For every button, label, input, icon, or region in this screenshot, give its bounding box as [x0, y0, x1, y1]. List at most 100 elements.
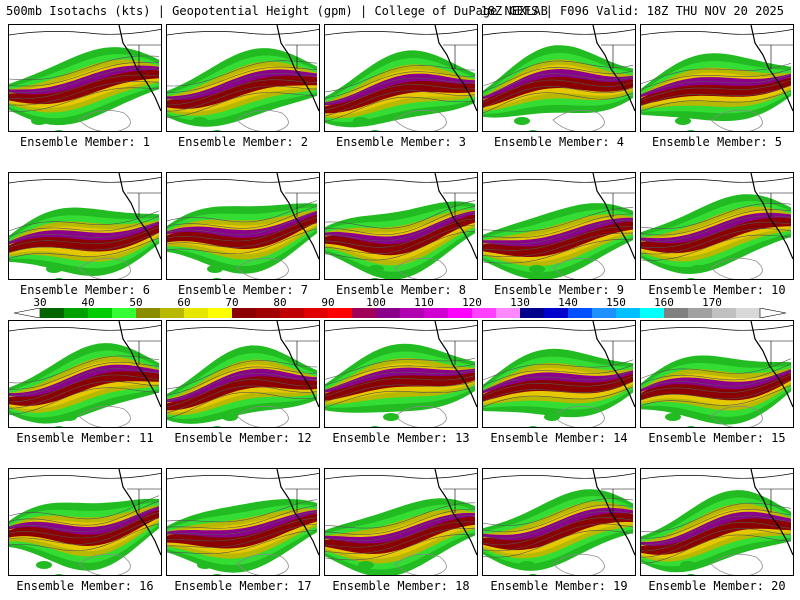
- member-caption: Ensemble Member: 3: [335, 135, 467, 149]
- member-caption: Ensemble Member: 12: [174, 431, 312, 445]
- colorbar-swatch: [112, 308, 137, 318]
- member-map-panel: [166, 172, 320, 280]
- colorbar-swatch: [40, 308, 65, 318]
- colorbar-tick-label: 120: [462, 296, 482, 309]
- member-caption: Ensemble Member: 7: [177, 283, 309, 297]
- page-header: 500mb Isotachs (kts) | Geopotential Heig…: [0, 0, 800, 22]
- colorbar-swatch: [472, 308, 497, 318]
- member-map-panel: [324, 468, 478, 576]
- member-map-panel: [166, 24, 320, 132]
- colorbar-tick-label: 150: [606, 296, 626, 309]
- member-map-panel: [324, 172, 478, 280]
- colorbar-tick-label: 70: [225, 296, 239, 309]
- jet-stream-map: [483, 173, 635, 279]
- member-caption: Ensemble Member: 14: [490, 431, 628, 445]
- colorbar-tick-label: 100: [366, 296, 386, 309]
- member-caption: Ensemble Member: 15: [648, 431, 786, 445]
- member-map-panel: [8, 24, 162, 132]
- jet-stream-map: [325, 321, 477, 427]
- jet-stream-map: [167, 469, 319, 575]
- colorbar-swatch: [376, 308, 401, 318]
- member-map-panel: [166, 468, 320, 576]
- member-map-panel: [482, 24, 636, 132]
- member-caption: Ensemble Member: 1: [19, 135, 151, 149]
- jet-stream-map: [483, 469, 635, 575]
- member-map-panel: [8, 468, 162, 576]
- member-map-panel: [482, 320, 636, 428]
- colorbar-swatch: [328, 308, 353, 318]
- jet-stream-map: [325, 173, 477, 279]
- colorbar-tick-label: 50: [129, 296, 143, 309]
- colorbar-swatch: [88, 308, 113, 318]
- colorbar-swatch: [448, 308, 473, 318]
- colorbar-tick-label: 60: [177, 296, 191, 309]
- member-map-panel: [640, 172, 794, 280]
- jet-stream-map: [483, 25, 635, 131]
- colorbar-tick-label: 80: [273, 296, 287, 309]
- member-map-panel: [640, 24, 794, 132]
- product-title: 500mb Isotachs (kts) | Geopotential Heig…: [6, 4, 548, 18]
- jet-stream-map: [325, 469, 477, 575]
- colorbar-swatch: [712, 308, 737, 318]
- colorbar-labels: 30 40 50 60 70 80 90 100 110 120 130 140 150 160 170: [0, 296, 800, 309]
- member-caption: Ensemble Member: 2: [177, 135, 309, 149]
- member-caption: Ensemble Member: 10: [648, 283, 786, 297]
- colorbar-tick-label: 130: [510, 296, 530, 309]
- colorbar-swatch: [424, 308, 449, 318]
- colorbar-swatch: [208, 308, 233, 318]
- jet-stream-map: [167, 321, 319, 427]
- member-map-panel: [166, 320, 320, 428]
- colorbar-swatch: [352, 308, 377, 318]
- colorbar-swatch: [664, 308, 689, 318]
- colorbar-swatch: [304, 308, 329, 318]
- jet-stream-map: [641, 469, 793, 575]
- jet-stream-map: [641, 321, 793, 427]
- member-caption: Ensemble Member: 6: [19, 283, 151, 297]
- member-caption: Ensemble Member: 9: [493, 283, 625, 297]
- colorbar-max-arrow: [759, 308, 787, 318]
- colorbar-swatch: [136, 308, 161, 318]
- colorbar-swatch: [640, 308, 665, 318]
- jet-stream-map: [9, 25, 161, 131]
- member-map-panel: [482, 172, 636, 280]
- colorbar-swatch: [736, 308, 761, 318]
- colorbar-swatch: [496, 308, 521, 318]
- colorbar-swatch: [616, 308, 641, 318]
- member-caption: Ensemble Member: 17: [174, 579, 312, 593]
- jet-stream-map: [9, 173, 161, 279]
- member-caption: Ensemble Member: 4: [493, 135, 625, 149]
- colorbar-swatch: [400, 308, 425, 318]
- colorbar-swatch: [64, 308, 89, 318]
- colorbar-swatch: [688, 308, 713, 318]
- colorbar-swatch: [520, 308, 545, 318]
- colorbar-swatch: [232, 308, 257, 318]
- member-map-panel: [8, 320, 162, 428]
- colorbar-swatch: [568, 308, 593, 318]
- colorbar-bar: [13, 308, 787, 318]
- member-map-panel: [640, 468, 794, 576]
- colorbar-swatch: [592, 308, 617, 318]
- jet-stream-map: [167, 173, 319, 279]
- member-map-panel: [640, 320, 794, 428]
- colorbar-tick-label: 40: [81, 296, 95, 309]
- member-map-panel: [8, 172, 162, 280]
- colorbar-tick-label: 140: [558, 296, 578, 309]
- colorbar-tick-label: 110: [414, 296, 434, 309]
- jet-stream-map: [641, 173, 793, 279]
- member-map-panel: [482, 468, 636, 576]
- colorbar-tick-label: 90: [321, 296, 335, 309]
- colorbar-tick-label: 160: [654, 296, 674, 309]
- member-caption: Ensemble Member: 16: [16, 579, 154, 593]
- member-caption: Ensemble Member: 19: [490, 579, 628, 593]
- jet-stream-map: [483, 321, 635, 427]
- jet-stream-map: [9, 469, 161, 575]
- member-map-panel: [324, 24, 478, 132]
- member-caption: Ensemble Member: 13: [332, 431, 470, 445]
- member-map-panel: [324, 320, 478, 428]
- member-caption: Ensemble Member: 20: [648, 579, 786, 593]
- run-info: 18Z GEFS | F096 Valid: 18Z THU NOV 20 20…: [480, 4, 784, 18]
- jet-stream-map: [325, 25, 477, 131]
- colorbar-swatch: [160, 308, 185, 318]
- colorbar: 30 40 50 60 70 80 90 100 110 120 130 140 150 160 170: [0, 296, 800, 322]
- colorbar-tick-label: 170: [702, 296, 722, 309]
